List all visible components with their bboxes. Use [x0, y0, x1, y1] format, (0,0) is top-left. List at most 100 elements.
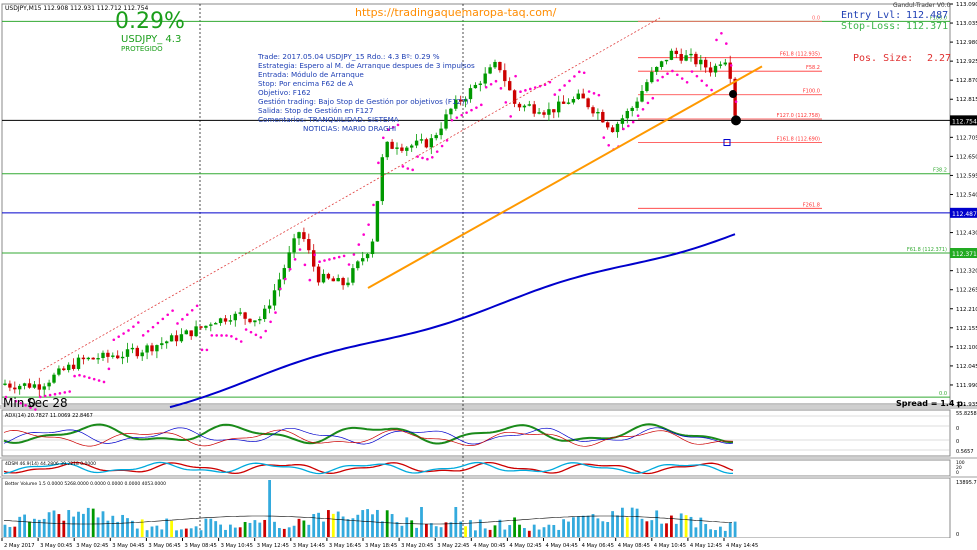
- psar-dot: [484, 85, 488, 89]
- x-tick-label: 4 May 08:45: [618, 543, 650, 549]
- y-tick-label: 112.265: [956, 288, 977, 294]
- candle-body: [76, 357, 81, 369]
- y-tick-label: 112.155: [956, 326, 977, 332]
- volume-bar: [591, 514, 595, 537]
- volume-bar: [106, 520, 110, 537]
- main-pane-frame: [1, 3, 951, 405]
- volume-bar: [13, 526, 17, 537]
- osc-tick: 0: [956, 470, 959, 476]
- psar-dot: [83, 375, 86, 378]
- x-tick-label: 3 May 02:45: [76, 543, 108, 549]
- volume-bar: [508, 525, 512, 537]
- osc-label: 4DSM 46.9(14) 44.2806 39.2218 0.0000: [5, 461, 96, 467]
- url-text[interactable]: https://tradingaquemaropa-taq.com/: [355, 6, 557, 19]
- volume-bar: [209, 518, 213, 537]
- volume-bar: [513, 517, 516, 537]
- psar-dot: [607, 143, 610, 147]
- psar-dot: [720, 31, 723, 35]
- psar-dot: [117, 335, 120, 338]
- candle-body: [449, 108, 453, 115]
- psar-dot: [78, 373, 81, 377]
- info-line: Trade: 2017.05.04 USDJPY_15 Rdo.: 4.3 Bº…: [258, 52, 440, 61]
- candle-body: [160, 343, 164, 346]
- volume-bar: [420, 507, 423, 537]
- timer-min: Min 0: [3, 396, 36, 410]
- candle-body: [591, 107, 595, 114]
- fib-level-label: 0.0: [812, 15, 820, 21]
- volume-bar: [121, 514, 124, 537]
- candle-body: [468, 88, 473, 100]
- pair-ratio: USDJPY_ 4.3: [121, 34, 182, 45]
- candle-body: [169, 335, 174, 342]
- volume-bar: [263, 519, 267, 537]
- psar-dot: [725, 42, 728, 45]
- volume-bar: [483, 528, 487, 537]
- volume-bar: [645, 521, 649, 537]
- fib-level-label: F61.8 (112.935): [780, 52, 820, 58]
- volume-bar: [674, 523, 678, 537]
- psar-dot: [264, 329, 268, 333]
- volume-bar: [488, 529, 492, 537]
- psar-dot: [298, 248, 302, 251]
- psar-dot: [92, 377, 96, 381]
- candle-body: [52, 374, 56, 383]
- psar-dot: [362, 233, 366, 236]
- x-tick-label: 4 May 02:45: [509, 543, 541, 549]
- candle-body: [390, 141, 394, 149]
- psar-dot: [440, 144, 444, 148]
- psar-dot: [347, 263, 351, 266]
- psar-dot: [88, 376, 91, 380]
- candle-body: [18, 385, 22, 390]
- volume-bar: [596, 518, 600, 537]
- volume-bar: [194, 526, 198, 537]
- y-tick-label: 111.935: [956, 402, 977, 408]
- volume-bar: [527, 530, 531, 537]
- volume-bar: [616, 515, 619, 537]
- psar-dot: [568, 79, 571, 83]
- volume-bar: [86, 507, 90, 537]
- osc-red-line: [3, 461, 734, 475]
- info-line: Gestión trading: Bajo Stop de Gestión po…: [258, 97, 469, 106]
- x-tick-label: 3 May 00:45: [40, 543, 72, 549]
- candle-body: [32, 384, 37, 388]
- volume-bar: [679, 513, 683, 537]
- psar-dot: [548, 80, 552, 84]
- candle-body: [708, 67, 713, 73]
- psar-dot: [259, 336, 263, 339]
- candle-body: [640, 90, 644, 102]
- candle-body: [659, 61, 664, 67]
- psar-dot: [73, 374, 76, 378]
- candle-body: [155, 345, 159, 352]
- pane-separator: [0, 405, 977, 409]
- psar-dot: [597, 93, 601, 97]
- volume-bar: [425, 523, 428, 537]
- orange-trendline: [367, 65, 763, 289]
- psar-dot: [293, 258, 297, 261]
- candle-body: [689, 53, 693, 56]
- psar-dot: [249, 330, 253, 334]
- psar-dot: [700, 79, 704, 83]
- info-line: Objetivo: F162: [258, 88, 311, 97]
- volume-bar: [635, 508, 639, 537]
- psar-dot: [284, 277, 287, 281]
- psar-dot: [352, 253, 356, 256]
- volume-bar: [273, 521, 276, 537]
- psar-dot: [200, 348, 204, 352]
- volume-bar: [229, 524, 232, 537]
- volume-bar: [684, 515, 688, 537]
- volume-bar: [576, 516, 580, 537]
- candle-body: [571, 99, 576, 103]
- y-tick-label: 111.990: [956, 383, 977, 389]
- volume-bar: [268, 480, 271, 537]
- volume-bar: [660, 523, 663, 537]
- candle-body: [557, 101, 561, 113]
- volume-bar: [562, 519, 565, 537]
- candle-body: [351, 268, 355, 283]
- candle-body: [498, 61, 502, 71]
- candle-body: [307, 239, 311, 251]
- candle-body: [81, 357, 86, 360]
- psar-dot: [396, 123, 400, 127]
- volume-bar: [219, 524, 222, 537]
